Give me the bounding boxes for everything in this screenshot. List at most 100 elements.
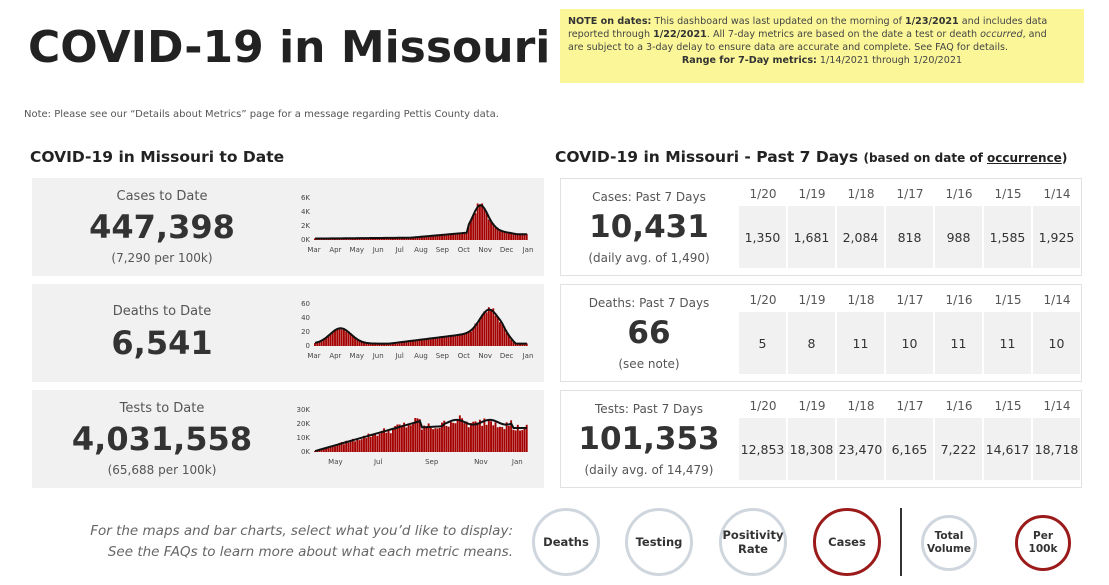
day-value-cell[interactable]: 14,617 <box>984 418 1031 480</box>
daily-bar <box>380 430 383 452</box>
day-value-cell[interactable]: 8 <box>788 312 835 374</box>
daily-bar <box>470 219 472 240</box>
day-value-cell[interactable]: 1,925 <box>1033 206 1080 268</box>
day-value-cell[interactable]: 18,308 <box>788 418 835 480</box>
daily-bar <box>434 428 437 452</box>
daily-bar <box>403 422 406 452</box>
daily-bar <box>470 331 472 346</box>
day-header: 1/17 <box>896 399 924 413</box>
daily-bar <box>365 343 368 346</box>
testing-toggle-button[interactable]: Testing <box>625 508 693 576</box>
daily-grid: 1/20 1,350 1/19 1,681 1/18 2,084 1/17 818 1/16 98… <box>737 179 1082 275</box>
y-tick-label: 30K <box>297 406 311 414</box>
daily-bar <box>416 340 419 346</box>
daily-bar <box>503 326 506 346</box>
day-value-cell[interactable]: 2,084 <box>837 206 884 268</box>
cases-sparkline-chart[interactable]: 6K 4K 2K 0K Mar Apr May Jun Jul Aug Sep Oct Nov Dec Ja… <box>276 186 544 272</box>
p7-sub: (daily avg. of 14,479) <box>584 463 714 477</box>
x-tick-label: Nov <box>474 458 488 466</box>
daily-bar <box>454 334 457 346</box>
day-value-cell[interactable]: 6,165 <box>886 418 933 480</box>
positivity-rate-toggle-button[interactable]: Positivity Rate <box>719 508 787 576</box>
daily-bar <box>512 233 515 240</box>
day-value-cell[interactable]: 7,222 <box>935 418 982 480</box>
occurrence-link[interactable]: occurrence <box>987 151 1062 165</box>
daily-bar <box>432 337 435 346</box>
daily-bar <box>351 336 354 346</box>
daily-bar <box>523 343 526 346</box>
y-tick-label: 20K <box>297 420 311 428</box>
daily-bar <box>412 340 414 346</box>
y-tick-label: 0 <box>306 342 310 350</box>
daily-bar <box>476 422 479 452</box>
day-value-cell[interactable]: 988 <box>935 206 982 268</box>
day-value-cell[interactable]: 10 <box>1033 312 1080 374</box>
daily-bar <box>516 343 519 346</box>
day-value-cell[interactable]: 23,470 <box>837 418 884 480</box>
day-value-cell[interactable]: 1,350 <box>739 206 786 268</box>
daily-bar <box>445 425 448 452</box>
daily-bar <box>369 238 372 240</box>
daily-bar <box>499 322 501 346</box>
day-value-cell[interactable]: 11 <box>837 312 884 374</box>
daily-bar <box>358 238 361 240</box>
cases-toggle-button[interactable]: Cases <box>813 508 881 576</box>
day-header: 1/14 <box>1043 187 1071 201</box>
x-tick-label: Nov <box>478 246 492 254</box>
tests-sparkline-chart[interactable]: 30K 20K 10K 0K May Jul Sep Nov Jan <box>276 398 544 484</box>
daily-bar <box>396 424 399 452</box>
x-tick-label: Dec <box>500 352 514 360</box>
daily-bar <box>505 422 508 452</box>
day-value-cell[interactable]: 1,585 <box>984 206 1031 268</box>
daily-bar <box>519 234 521 240</box>
day-value-cell[interactable]: 11 <box>935 312 982 374</box>
deaths-toggle-button[interactable]: Deaths <box>532 508 600 576</box>
day-value-cell[interactable]: 18,718 <box>1033 418 1080 480</box>
daily-bar <box>521 233 524 240</box>
day-value-cell[interactable]: 5 <box>739 312 786 374</box>
daily-bar <box>314 451 316 452</box>
daily-bar <box>434 337 437 346</box>
day-header: 1/20 <box>749 293 777 307</box>
day-header: 1/16 <box>945 187 973 201</box>
daily-bar <box>483 311 486 346</box>
day-value-cell[interactable]: 11 <box>984 312 1031 374</box>
daily-bar <box>510 233 513 240</box>
daily-bar <box>342 328 345 346</box>
daily-bar <box>405 341 408 346</box>
day-value-cell[interactable]: 1,681 <box>788 206 835 268</box>
daily-bar <box>429 235 432 240</box>
daily-bar <box>421 236 423 240</box>
total-volume-toggle-button[interactable]: Total Volume <box>921 515 977 571</box>
daily-bar <box>421 429 423 452</box>
daily-bar <box>516 233 519 240</box>
daily-bar <box>452 422 455 452</box>
per-100k-toggle-button[interactable]: Per 100k <box>1015 515 1071 571</box>
day-value-cell[interactable]: 818 <box>886 206 933 268</box>
day-header: 1/18 <box>847 399 875 413</box>
daily-bar <box>405 237 408 240</box>
day-value-cell[interactable]: 10 <box>886 312 933 374</box>
toggle-divider <box>900 508 902 576</box>
help-text-line-2: See the FAQs to learn more about what ea… <box>107 544 513 560</box>
daily-bar <box>412 237 414 240</box>
day-header: 1/19 <box>798 293 826 307</box>
daily-bar <box>452 234 455 240</box>
day-value-cell[interactable]: 12,853 <box>739 418 786 480</box>
daily-bar <box>429 339 432 346</box>
card-sub: (7,290 per 100k) <box>111 251 213 265</box>
daily-bar <box>499 426 501 452</box>
daily-bar <box>360 341 363 346</box>
card-label: Cases to Date <box>116 189 208 204</box>
deaths-to-date-card: Deaths to Date 6,541 60 40 20 0 Mar Apr May Jun… <box>32 284 544 382</box>
daily-bar <box>327 335 330 346</box>
deaths-sparkline-chart[interactable]: 60 40 20 0 Mar Apr May Jun Jul Aug Sep Oct Nov Dec Jan <box>276 292 544 378</box>
daily-bar <box>456 233 459 240</box>
daily-bar <box>354 441 357 452</box>
daily-bar <box>409 425 412 452</box>
daily-bar <box>494 227 497 240</box>
tests-to-date-card: Tests to Date 4,031,558 (65,688 per 100k… <box>32 390 544 488</box>
daily-bar <box>425 339 428 346</box>
daily-bar <box>452 336 455 346</box>
daily-bar <box>492 425 495 452</box>
